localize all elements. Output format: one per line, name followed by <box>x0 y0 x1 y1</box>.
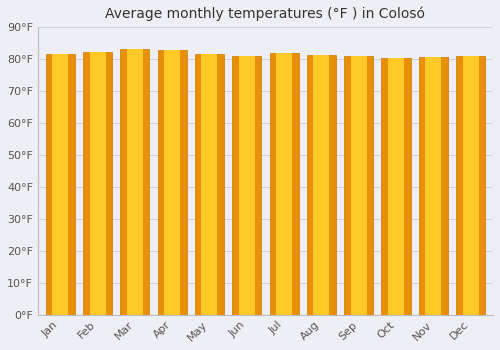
Bar <box>307 55 336 315</box>
Bar <box>350 56 366 315</box>
Title: Average monthly temperatures (°F ) in Colosó: Average monthly temperatures (°F ) in Co… <box>106 7 426 21</box>
Bar <box>456 56 485 315</box>
Bar <box>158 50 186 315</box>
Bar <box>344 56 374 315</box>
Bar <box>232 56 262 315</box>
Bar <box>270 53 298 315</box>
Bar <box>90 52 106 315</box>
Bar <box>314 55 330 315</box>
Bar <box>462 56 478 315</box>
Bar <box>382 58 410 315</box>
Bar <box>52 54 68 315</box>
Bar <box>164 50 180 315</box>
Bar <box>419 57 448 315</box>
Bar <box>388 58 404 315</box>
Bar <box>127 49 143 315</box>
Bar <box>276 53 292 315</box>
Bar <box>195 54 224 315</box>
Bar <box>83 52 112 315</box>
Bar <box>426 57 442 315</box>
Bar <box>120 49 150 315</box>
Bar <box>239 56 255 315</box>
Bar <box>202 54 218 315</box>
Bar <box>46 54 74 315</box>
